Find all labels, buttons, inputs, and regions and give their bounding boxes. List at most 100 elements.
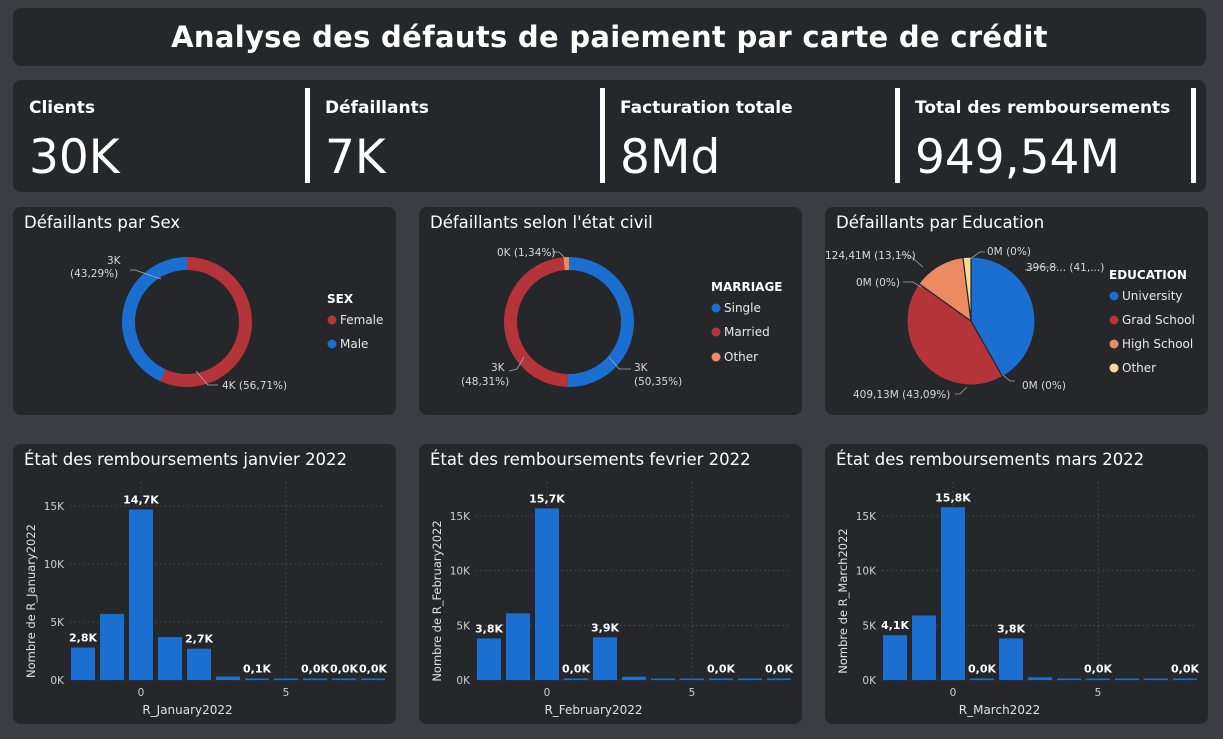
y-tick-label: 5K [862, 620, 877, 632]
bar[interactable] [1115, 678, 1139, 681]
slice-label: (43,29%) [70, 268, 118, 280]
x-axis-title: R_February2022 [544, 703, 642, 717]
kpi-remboursements[interactable]: Total des remboursements 949,54M [899, 80, 1189, 192]
slice-label: 4K (56,71%) [222, 380, 287, 392]
bar-data-label: 0,0K [301, 663, 329, 676]
bar[interactable] [187, 648, 211, 680]
x-tick-label: 0 [950, 687, 957, 699]
leader-line [508, 356, 525, 372]
bar[interactable] [100, 613, 124, 680]
bar-data-label: 15,7K [529, 492, 565, 505]
bar[interactable] [274, 678, 298, 681]
y-tick-label: 0K [862, 675, 877, 687]
bar-chart-february: 0K 5K 10K 15K 0 5 3,8K 15,7K 0,0K 3,9K 0,0K 0,0K R_F… [430, 482, 793, 717]
marriage-donut [503, 257, 634, 387]
bar[interactable] [158, 637, 182, 680]
bar-data-label: 0,0K [1084, 663, 1112, 676]
pie-slice-other[interactable] [563, 257, 569, 271]
bar-chart-february-card[interactable]: État des remboursements fevrier 2022 0K 5… [419, 444, 802, 724]
slice-label: 3K [491, 362, 506, 374]
bar[interactable] [303, 678, 327, 681]
y-tick-label: 15K [856, 511, 877, 523]
legend-swatch-female [327, 315, 337, 325]
legend-swatch-grad-school [1109, 315, 1119, 325]
kpi-clients[interactable]: Clients 30K [13, 80, 303, 192]
pie-slice-other[interactable] [962, 256, 972, 322]
legend-item-female[interactable]: Female [340, 313, 383, 327]
bar[interactable] [709, 678, 733, 681]
education-chart: 124,41M (13,1%) 0M (0%) 396,8... (41,...… [825, 246, 1195, 401]
bar[interactable] [1086, 678, 1110, 681]
legend-item-grad-school[interactable]: Grad School [1122, 313, 1195, 327]
x-axis-title: R_March2022 [959, 703, 1040, 717]
legend-item-other[interactable]: Other [1122, 361, 1156, 375]
bar-chart-january-card[interactable]: État des remboursements janvier 2022 0K 5… [13, 444, 396, 724]
bar[interactable] [738, 678, 762, 681]
bar[interactable] [71, 647, 95, 680]
y-tick-label: 10K [450, 566, 471, 578]
leader-line [969, 251, 985, 260]
bar[interactable] [941, 507, 965, 680]
chart-title: État des remboursements fevrier 2022 [430, 450, 751, 469]
kpi-defaillants[interactable]: Défaillants 7K [309, 80, 599, 192]
leader-line [899, 254, 924, 268]
bar-data-label: 2,8K [69, 632, 97, 645]
bar[interactable] [680, 678, 704, 681]
bar[interactable] [129, 509, 153, 680]
legend-item-university[interactable]: University [1122, 289, 1183, 303]
pie-slice-single[interactable] [567, 257, 634, 387]
bar[interactable] [970, 678, 994, 681]
bar[interactable] [332, 678, 356, 681]
legend-title: MARRIAGE [711, 280, 783, 294]
bar[interactable] [1028, 677, 1052, 680]
pie-slice-female[interactable] [160, 257, 253, 387]
bar[interactable] [883, 635, 907, 680]
legend-item-high-school[interactable]: High School [1122, 337, 1193, 351]
slice-label: (48,31%) [461, 376, 509, 388]
x-axis-title: R_January2022 [142, 703, 232, 717]
y-tick-label: 15K [44, 501, 65, 513]
kpi-facturation[interactable]: Facturation totale 8Md [604, 80, 894, 192]
bar-data-label: 0,0K [359, 663, 387, 676]
bar[interactable] [535, 508, 559, 680]
bar[interactable] [361, 678, 385, 681]
chart-title: État des remboursements mars 2022 [836, 450, 1145, 469]
kpi-value: 8Md [620, 130, 721, 185]
bar[interactable] [477, 638, 501, 680]
bar[interactable] [593, 637, 617, 680]
bar[interactable] [999, 638, 1023, 680]
bar[interactable] [651, 678, 675, 681]
bar-data-label: 0,0K [968, 663, 996, 676]
kpi-label: Défaillants [325, 98, 429, 118]
bar[interactable] [216, 676, 240, 680]
bar[interactable] [245, 678, 269, 681]
bar[interactable] [767, 678, 791, 681]
slice-label: 396,8... (41,...) [1026, 262, 1104, 274]
marriage-chart-card[interactable]: Défaillants selon l'état civil 0K (1,34%… [419, 207, 802, 415]
pie-slice-married[interactable] [503, 257, 568, 387]
x-tick-label: 0 [544, 687, 551, 699]
leader-line [195, 370, 218, 386]
slice-label: 0M (0%) [987, 246, 1031, 258]
kpi-divider [895, 88, 900, 183]
pie-slice-male[interactable] [122, 257, 187, 382]
education-chart-card[interactable]: Défaillants par Education 124,41M (13,1%… [825, 207, 1208, 415]
legend-item-other[interactable]: Other [724, 350, 758, 364]
bar-chart-march-card[interactable]: État des remboursements mars 2022 0K 5K 10… [825, 444, 1208, 724]
bar[interactable] [1173, 678, 1197, 681]
slice-label: 0K (1,34%) [497, 247, 555, 259]
pie-slice-university[interactable] [970, 256, 1036, 378]
bar[interactable] [622, 676, 646, 680]
slice-label: 3K [107, 255, 122, 267]
sex-chart-card[interactable]: Défaillants par Sex 3K (43,29%) 4K (56,7… [13, 207, 396, 415]
legend-item-single[interactable]: Single [724, 301, 761, 315]
bar[interactable] [506, 613, 530, 680]
bar[interactable] [1144, 678, 1168, 681]
legend-item-married[interactable]: Married [724, 325, 770, 339]
bar[interactable] [912, 615, 936, 680]
pie-slice-grad-school[interactable] [906, 282, 1004, 386]
bar[interactable] [1057, 678, 1081, 681]
y-tick-label: 10K [44, 559, 65, 571]
bar[interactable] [564, 678, 588, 681]
legend-item-male[interactable]: Male [340, 337, 368, 351]
